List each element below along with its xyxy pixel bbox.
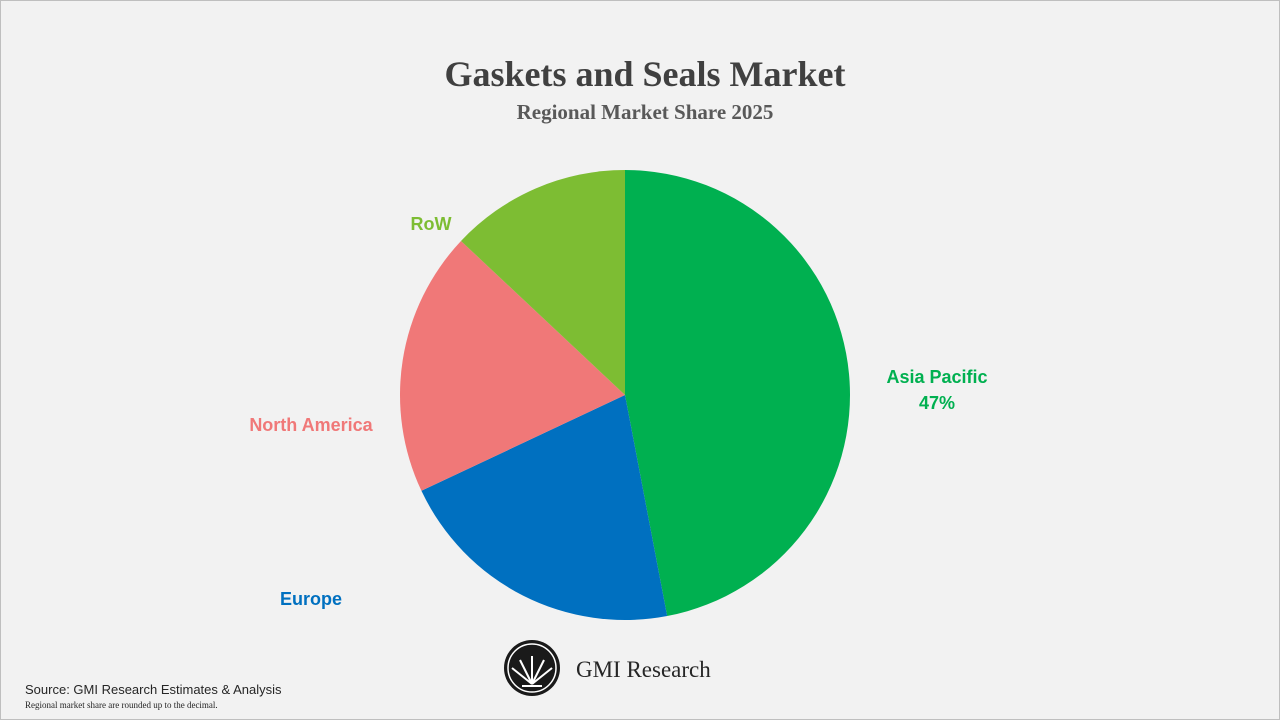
slice-label: Asia Pacific xyxy=(886,367,987,387)
pie xyxy=(400,170,851,620)
source-note: Source: GMI Research Estimates & Analysi… xyxy=(25,682,282,697)
pie-slice xyxy=(460,170,625,395)
chart-subtitle: Regional Market Share 2025 xyxy=(517,100,774,124)
pie-slice xyxy=(400,240,625,491)
pie-slice xyxy=(421,395,668,620)
brand-name: GMI Research xyxy=(576,657,711,682)
value-label: 47% xyxy=(919,393,955,413)
rounding-note: Regional market share are rounded up to … xyxy=(25,700,218,710)
logo xyxy=(504,640,560,696)
chart-title: Gaskets and Seals Market xyxy=(444,54,845,94)
slice-label: RoW xyxy=(411,214,452,234)
pie-slice xyxy=(625,170,851,617)
slice-label: North America xyxy=(249,415,373,435)
slice-label: Europe xyxy=(280,589,342,609)
